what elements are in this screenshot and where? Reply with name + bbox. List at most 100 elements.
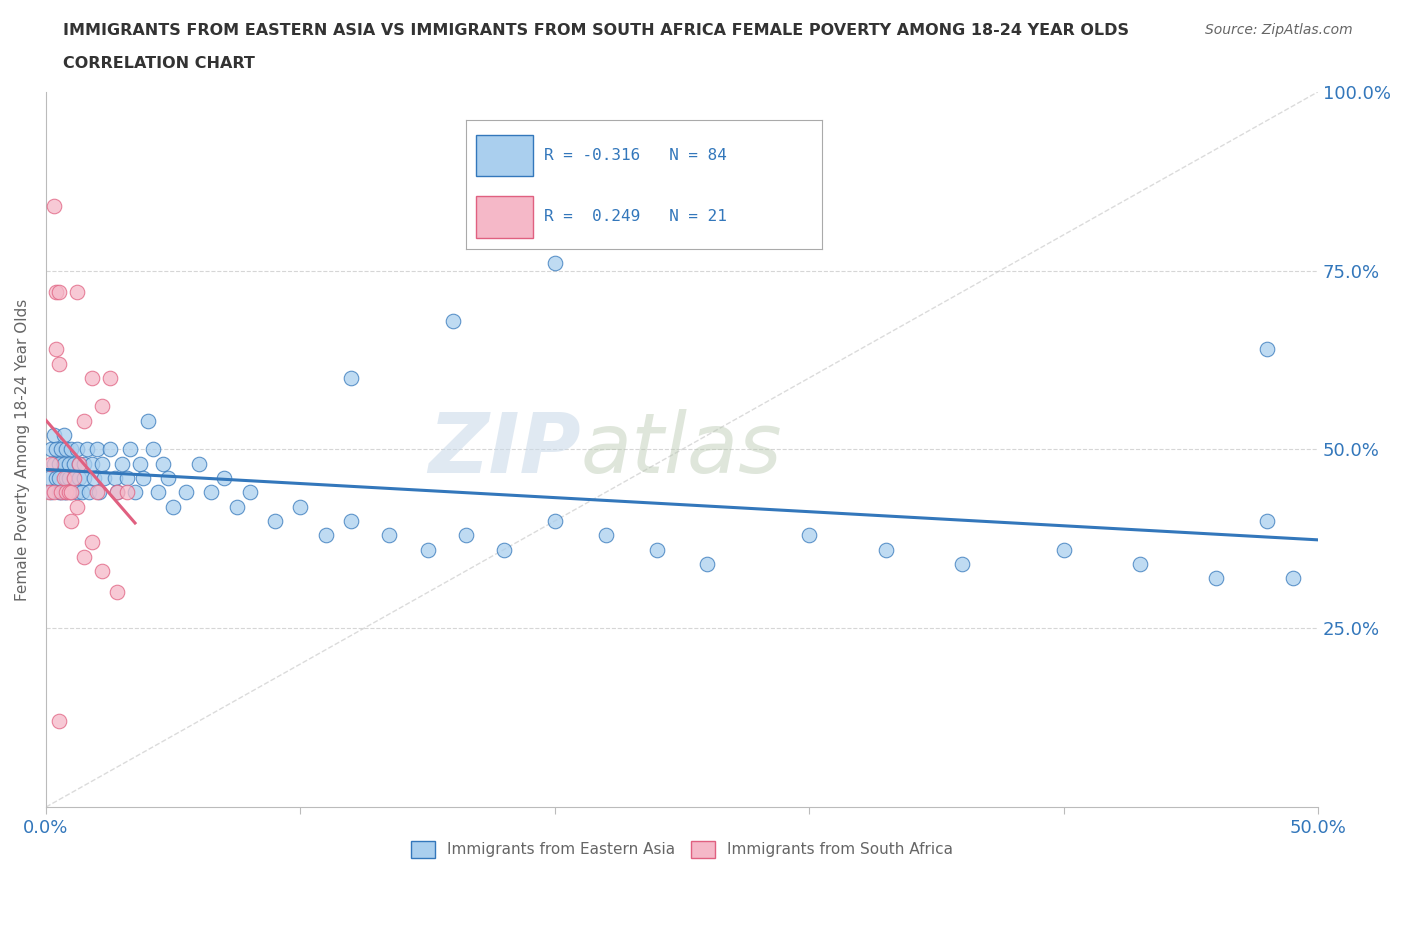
Point xyxy=(83,471,105,485)
Point xyxy=(1281,571,1303,586)
Point xyxy=(60,442,83,457)
Point xyxy=(48,713,70,728)
Text: CORRELATION CHART: CORRELATION CHART xyxy=(63,56,254,71)
Point xyxy=(73,457,96,472)
Point xyxy=(42,199,65,214)
Point xyxy=(58,485,80,499)
Point xyxy=(65,285,87,299)
Point xyxy=(1129,556,1152,571)
Point xyxy=(48,285,70,299)
Point xyxy=(45,471,67,485)
Point xyxy=(105,585,128,600)
Point xyxy=(131,471,153,485)
Point xyxy=(104,471,127,485)
Point xyxy=(48,471,70,485)
Text: IMMIGRANTS FROM EASTERN ASIA VS IMMIGRANTS FROM SOUTH AFRICA FEMALE POVERTY AMON: IMMIGRANTS FROM EASTERN ASIA VS IMMIGRAN… xyxy=(63,23,1129,38)
Point xyxy=(1205,571,1227,586)
Point xyxy=(55,442,77,457)
Text: ZIP: ZIP xyxy=(427,409,581,490)
Point xyxy=(65,442,87,457)
Point xyxy=(55,471,77,485)
Point xyxy=(200,485,222,499)
Point xyxy=(645,542,668,557)
Point xyxy=(378,528,401,543)
Point xyxy=(117,471,139,485)
Point xyxy=(212,471,235,485)
Point xyxy=(45,342,67,357)
Point xyxy=(162,499,184,514)
Point xyxy=(91,564,114,578)
Point xyxy=(55,485,77,499)
Point xyxy=(544,513,567,528)
Point xyxy=(55,485,77,499)
Point xyxy=(340,370,363,385)
Point xyxy=(42,457,65,472)
Point xyxy=(48,457,70,472)
Point xyxy=(264,513,287,528)
Point xyxy=(63,457,86,472)
Point xyxy=(595,528,617,543)
Point xyxy=(48,485,70,499)
Point xyxy=(799,528,821,543)
Point xyxy=(48,356,70,371)
Point xyxy=(51,442,73,457)
Point xyxy=(1256,513,1278,528)
Point xyxy=(52,428,75,443)
Point xyxy=(340,513,363,528)
Point xyxy=(65,499,87,514)
Point xyxy=(98,370,121,385)
Point xyxy=(544,256,567,271)
Point xyxy=(39,442,62,457)
Point xyxy=(52,471,75,485)
Point xyxy=(136,413,159,428)
Point xyxy=(124,485,146,499)
Point xyxy=(1053,542,1076,557)
Point xyxy=(80,457,103,472)
Point xyxy=(174,485,197,499)
Text: atlas: atlas xyxy=(581,409,782,490)
Point xyxy=(58,457,80,472)
Point xyxy=(950,556,973,571)
Point xyxy=(80,370,103,385)
Point xyxy=(42,485,65,499)
Point xyxy=(67,457,90,472)
Point xyxy=(51,485,73,499)
Point xyxy=(38,485,60,499)
Point xyxy=(91,457,114,472)
Point xyxy=(152,457,174,472)
Legend: Immigrants from Eastern Asia, Immigrants from South Africa: Immigrants from Eastern Asia, Immigrants… xyxy=(405,835,959,864)
Point xyxy=(39,485,62,499)
Point xyxy=(45,285,67,299)
Point xyxy=(146,485,169,499)
Point xyxy=(58,471,80,485)
Point xyxy=(129,457,152,472)
Point xyxy=(290,499,312,514)
Point xyxy=(63,471,86,485)
Point xyxy=(142,442,165,457)
Point xyxy=(875,542,897,557)
Point xyxy=(117,485,139,499)
Point xyxy=(89,485,111,499)
Point xyxy=(39,457,62,472)
Point xyxy=(80,535,103,550)
Point xyxy=(454,528,477,543)
Point xyxy=(73,471,96,485)
Point xyxy=(118,442,141,457)
Point xyxy=(111,457,134,472)
Point xyxy=(65,485,87,499)
Point xyxy=(76,442,98,457)
Point xyxy=(157,471,180,485)
Point xyxy=(73,550,96,565)
Point xyxy=(77,485,100,499)
Point xyxy=(93,471,115,485)
Point xyxy=(105,485,128,499)
Point xyxy=(45,442,67,457)
Point xyxy=(51,485,73,499)
Point xyxy=(98,442,121,457)
Point xyxy=(91,399,114,414)
Point xyxy=(67,471,90,485)
Point xyxy=(52,485,75,499)
Point xyxy=(696,556,718,571)
Point xyxy=(86,485,108,499)
Point xyxy=(70,485,93,499)
